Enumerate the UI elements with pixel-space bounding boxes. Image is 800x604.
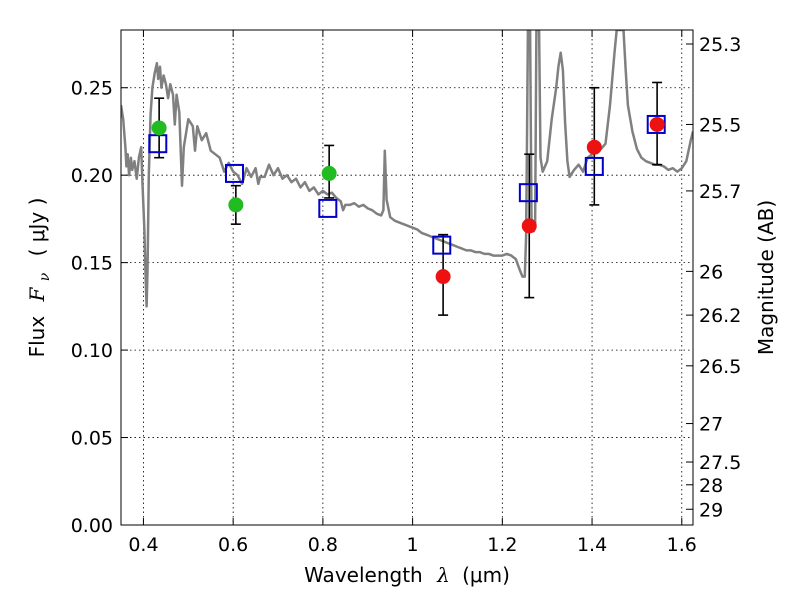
x-axis-label: Wavelength: [304, 563, 423, 587]
data-point-marker: [228, 197, 244, 213]
ticks: 0.4 0.6 0.8 1 1.2 1.4 1.6 0.00 0.05 0.10 0.15 0.20 0…: [71, 30, 741, 556]
y-axis-unit: ( μJy ): [25, 198, 49, 257]
right-tick-label: 29: [699, 499, 723, 521]
x-axis-unit: (μm): [462, 563, 510, 587]
data-point-marker: [321, 165, 337, 181]
model-square-marker: [318, 198, 338, 218]
y-tick-label: 0.15: [71, 253, 113, 275]
y-tick-label: 0.00: [71, 515, 113, 537]
model-square-marker: [148, 134, 168, 154]
data-layer: [121, 30, 693, 316]
y-tick-label: 0.10: [71, 340, 113, 362]
model-square-marker: [518, 183, 538, 203]
x-tick-label: 1.6: [667, 534, 697, 556]
model-square-marker: [646, 114, 666, 134]
plot-frame: [120, 29, 694, 526]
y-axis-label: Flux: [25, 316, 49, 358]
x-tick-label: 1.2: [487, 534, 517, 556]
x-tick-label: 0.8: [308, 534, 338, 556]
x-tick-label: 1: [407, 534, 419, 556]
right-tick-label: 27: [699, 414, 723, 436]
y-tick-label: 0.05: [71, 428, 113, 450]
right-tick-label: 26: [699, 261, 723, 283]
spectrum-line: [121, 30, 693, 308]
model-square-marker: [432, 235, 452, 255]
data-point-marker: [435, 269, 451, 285]
right-tick-label: 25.7: [699, 181, 741, 203]
y-axis-title: Flux F ν ( μJy ): [25, 198, 54, 358]
data-point-marker: [649, 116, 665, 132]
model-square-marker: [584, 156, 604, 176]
x-tick-label: 0.4: [128, 534, 158, 556]
right-tick-label: 27.5: [699, 452, 741, 474]
x-tick-label: 0.6: [218, 534, 248, 556]
x-axis-title: Wavelength λ (μm): [304, 563, 510, 587]
right-axis-title: Magnitude (AB): [754, 200, 778, 355]
x-tick-label: 1.4: [577, 534, 607, 556]
data-point-marker: [586, 139, 602, 155]
right-tick-label: 25.3: [699, 34, 741, 56]
data-point-marker: [151, 120, 167, 136]
right-tick-label: 25.5: [699, 114, 741, 136]
y-tick-label: 0.25: [71, 78, 113, 100]
model-square-marker: [225, 163, 245, 183]
right-tick-label: 28: [699, 475, 723, 497]
y-axis-symbol: F: [25, 286, 49, 302]
y-axis-subscript: ν: [37, 272, 53, 281]
y-tick-label: 0.20: [71, 165, 113, 187]
grid: [121, 30, 693, 526]
right-tick-label: 26.2: [699, 305, 741, 327]
data-point-marker: [521, 218, 537, 234]
x-axis-symbol: λ: [436, 563, 450, 587]
right-tick-label: 26.5: [699, 356, 741, 378]
